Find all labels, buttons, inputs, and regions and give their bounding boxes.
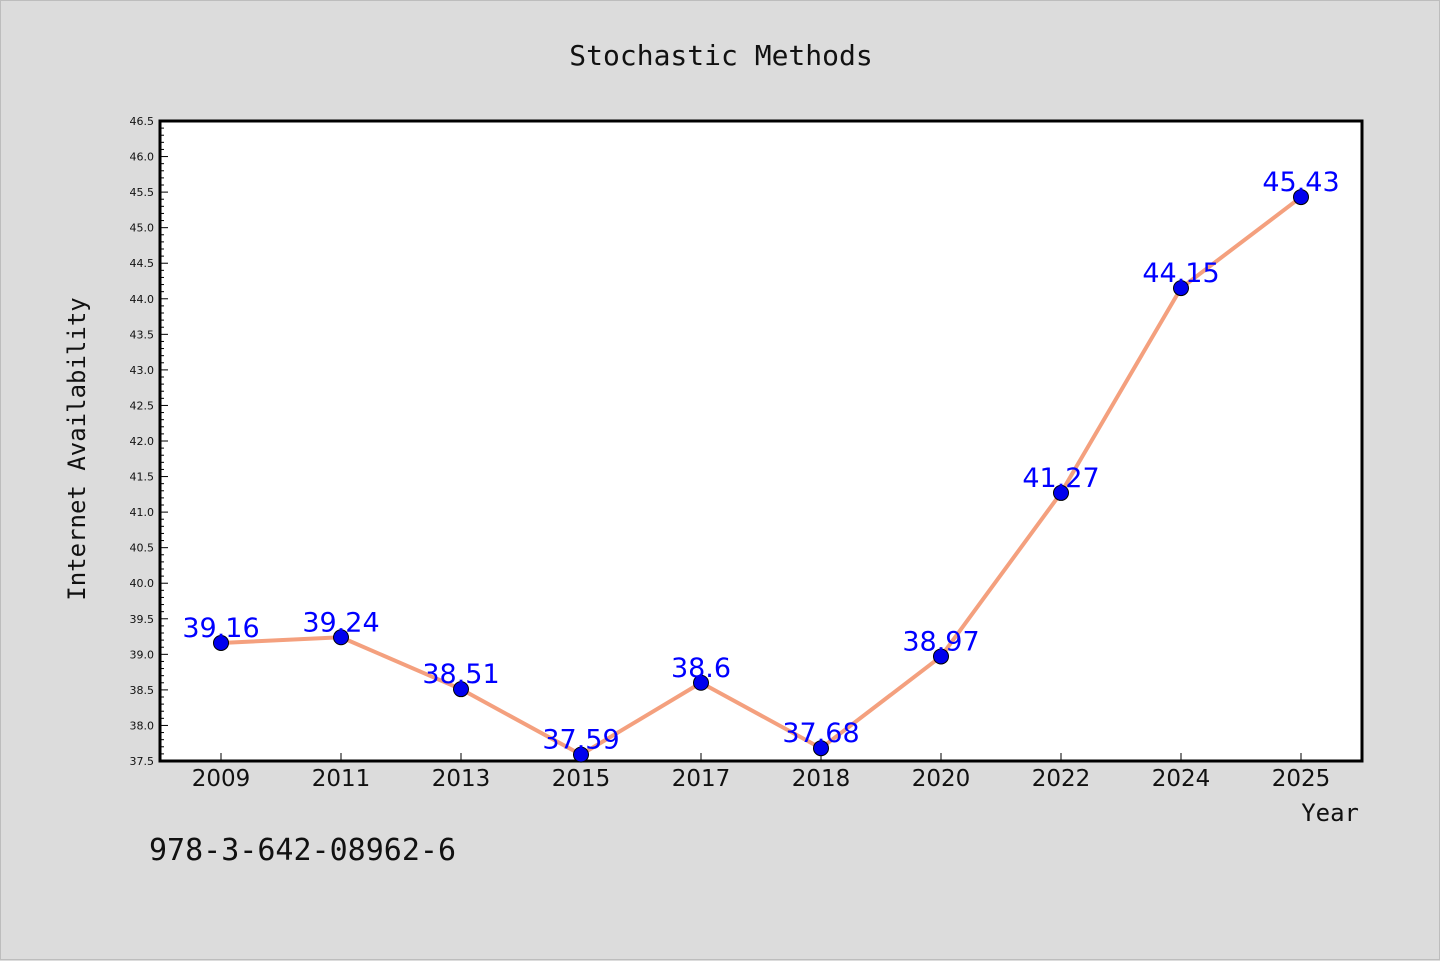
- data-point: [813, 740, 829, 757]
- x-tick-label: 2015: [552, 766, 611, 792]
- data-label: 39.16: [182, 613, 259, 644]
- y-tick-label: 45.0: [130, 222, 155, 235]
- y-tick-label: 46.5: [130, 115, 155, 128]
- y-tick-label: 39.0: [130, 648, 155, 661]
- series-line: [220, 195, 1303, 757]
- chart-title: Stochastic Methods: [569, 39, 872, 72]
- y-tick-label: 39.5: [130, 613, 155, 626]
- data-point: [333, 629, 349, 646]
- data-point: [213, 634, 229, 651]
- data-point: [1053, 484, 1069, 501]
- data-label: 37.68: [782, 718, 859, 749]
- y-tick-label: 42.5: [130, 399, 155, 412]
- x-axis-label: Year: [1301, 799, 1359, 827]
- y-axis: 37.5 38.0 38.5 39.0 39.5 40.0 40.5 41.0 41.5 42.0…: [130, 115, 168, 768]
- isbn-annotation: 978-3-642-08962-6: [149, 833, 457, 868]
- x-tick-label: 2022: [1032, 766, 1091, 792]
- y-tick-label: 40.0: [130, 577, 155, 590]
- x-tick-label: 2024: [1152, 766, 1211, 792]
- y-tick-label: 42.0: [130, 435, 155, 448]
- y-tick-label: 45.5: [130, 186, 155, 199]
- series-layer: 39.16 39.24 38.51 37.59 38.6 37.68 38.97 41.27 4…: [182, 167, 1340, 763]
- data-label: 37.59: [542, 725, 619, 756]
- y-tick-label: 41.0: [130, 506, 155, 519]
- data-label: 39.24: [302, 607, 379, 638]
- y-tick-label: 41.5: [130, 471, 155, 484]
- data-label: 38.51: [422, 659, 499, 690]
- y-tick-label: 44.5: [130, 257, 155, 270]
- x-tick-label: 2011: [312, 766, 371, 792]
- y-tick-label: 43.5: [130, 328, 155, 341]
- plot-area: [158, 119, 1364, 763]
- x-tick-label: 2017: [672, 766, 731, 792]
- data-point: [933, 648, 949, 665]
- data-point: [693, 674, 709, 691]
- data-label: 38.97: [902, 626, 979, 657]
- y-tick-label: 46.0: [130, 151, 155, 164]
- x-axis: 2009 2011 2013 2015 2017 2018 2020 2022 2024 2025: [192, 753, 1331, 792]
- y-tick-label: 38.0: [130, 719, 155, 732]
- data-point: [453, 681, 469, 698]
- y-tick-label: 44.0: [130, 293, 155, 306]
- x-tick-label: 2020: [912, 766, 971, 792]
- data-label: 44.15: [1142, 258, 1219, 289]
- data-label: 38.6: [671, 653, 731, 684]
- y-tick-label: 38.5: [130, 684, 155, 697]
- x-tick-label: 2009: [192, 766, 251, 792]
- x-tick-label: 2025: [1272, 766, 1331, 792]
- data-label: 45.43: [1262, 167, 1339, 198]
- y-tick-label: 43.0: [130, 364, 155, 377]
- data-point: [1293, 189, 1309, 206]
- x-tick-label: 2018: [792, 766, 851, 792]
- data-point: [1173, 280, 1189, 297]
- y-tick-label: 40.5: [130, 542, 155, 555]
- x-tick-label: 2013: [432, 766, 491, 792]
- data-point: [573, 746, 589, 763]
- data-label: 41.27: [1022, 463, 1099, 494]
- y-tick-label: 37.5: [130, 755, 155, 768]
- y-axis-label: Internet Availability: [63, 297, 91, 600]
